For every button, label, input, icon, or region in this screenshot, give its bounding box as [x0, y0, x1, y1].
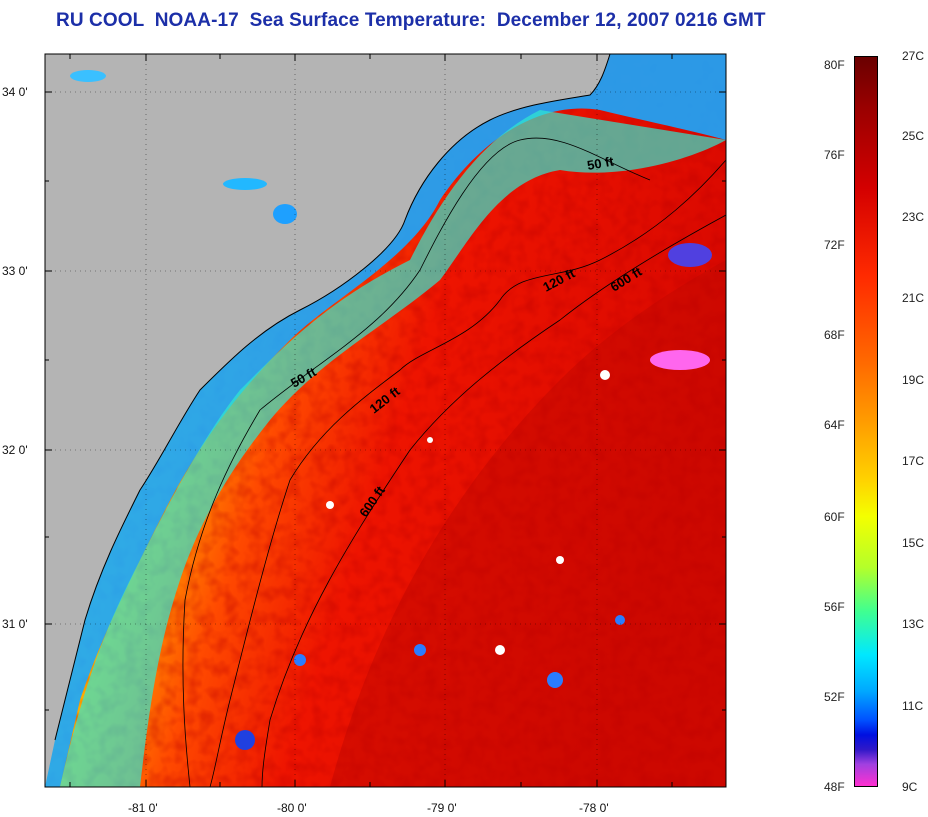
colorbar-f-label: 68F: [824, 328, 845, 342]
colorbar-c-label: 19C: [902, 373, 925, 387]
contour-600ft: [261, 214, 726, 787]
inland-lake: [273, 204, 297, 224]
longitude-label: -81 0': [128, 801, 158, 815]
cloud-patches: [235, 243, 712, 750]
graticule: [45, 54, 726, 787]
latitude-label: 31 0': [2, 617, 28, 631]
colorbar-f-label: 64F: [824, 418, 845, 432]
colorbar-c-label: 17C: [902, 454, 925, 468]
inland-lake: [223, 178, 267, 190]
temperature-colorbar: [854, 56, 878, 787]
colorbar-c-label: 21C: [902, 291, 925, 305]
colorbar-f-label: 72F: [824, 238, 845, 252]
contour-50ft: [182, 137, 651, 787]
map-title: RU COOL NOAA-17 Sea Surface Temperature:…: [56, 10, 766, 31]
latitude-label: 34 0': [2, 85, 28, 99]
coastline: [54, 54, 611, 741]
colorbar-f-label: 60F: [824, 510, 845, 524]
colorbar-f-label: 76F: [824, 148, 845, 162]
longitude-label: -80 0': [277, 801, 307, 815]
map-frame: [44, 53, 727, 788]
longitude-label: -79 0': [427, 801, 457, 815]
nearshore-teal-water: [60, 110, 726, 787]
colorbar-c-label: 23C: [902, 210, 925, 224]
latitude-label: 32 0': [2, 443, 28, 457]
colorbar-c-label: 9C: [902, 780, 918, 794]
contour-label: 50 ft: [586, 153, 616, 173]
longitude-label: -78 0': [579, 801, 609, 815]
colorbar-c-label: 25C: [902, 129, 925, 143]
colorbar-c-label: 27C: [902, 49, 925, 63]
inland-lake: [70, 70, 106, 82]
land-mass: [45, 54, 610, 787]
latitude-label: 33 0': [2, 264, 28, 278]
colorbar-f-label: 52F: [824, 690, 845, 704]
colorbar-c-label: 11C: [902, 699, 924, 713]
colorbar-c-label: 15C: [902, 536, 925, 550]
colorbar-f-label: 56F: [824, 600, 845, 614]
colorbar-f-label: 48F: [824, 780, 845, 794]
axis-ticks: [45, 54, 726, 787]
colorbar-f-label: 80F: [824, 58, 845, 72]
contour-120ft: [209, 159, 726, 787]
colorbar-c-label: 13C: [902, 617, 925, 631]
